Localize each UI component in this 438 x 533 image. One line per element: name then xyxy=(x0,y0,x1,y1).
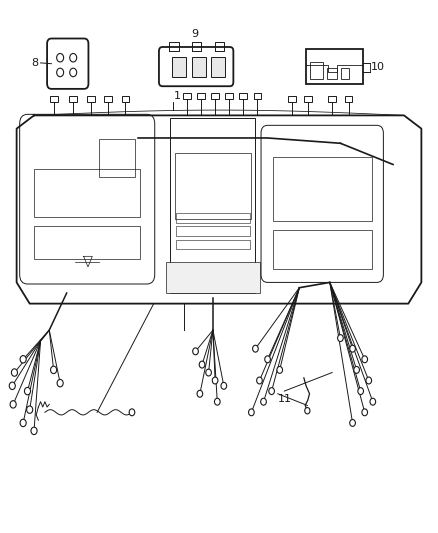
Circle shape xyxy=(261,398,266,405)
Bar xyxy=(176,213,250,223)
Bar xyxy=(34,227,140,260)
Circle shape xyxy=(370,398,376,405)
Bar xyxy=(34,169,140,217)
Text: 1: 1 xyxy=(174,91,181,101)
Circle shape xyxy=(10,401,16,408)
Circle shape xyxy=(305,408,310,414)
Circle shape xyxy=(212,377,218,384)
Bar xyxy=(304,96,312,102)
Circle shape xyxy=(199,361,205,368)
Circle shape xyxy=(206,369,212,376)
Bar xyxy=(121,96,129,102)
Circle shape xyxy=(31,427,37,434)
Bar xyxy=(327,68,336,79)
Circle shape xyxy=(358,387,364,394)
Circle shape xyxy=(248,409,254,416)
Bar xyxy=(273,230,371,269)
Bar xyxy=(211,93,219,99)
Bar xyxy=(49,96,57,102)
Bar xyxy=(345,96,353,102)
Circle shape xyxy=(221,382,226,389)
Bar xyxy=(170,118,255,293)
Bar xyxy=(99,139,135,176)
Bar xyxy=(69,96,77,102)
Circle shape xyxy=(253,345,258,352)
Bar xyxy=(166,262,260,293)
Circle shape xyxy=(338,335,343,342)
Circle shape xyxy=(50,366,57,374)
Circle shape xyxy=(350,419,355,426)
Bar xyxy=(104,96,112,102)
Circle shape xyxy=(70,53,77,62)
Bar xyxy=(240,93,247,99)
Bar xyxy=(197,93,205,99)
Circle shape xyxy=(9,382,15,390)
Bar xyxy=(183,93,191,99)
Bar xyxy=(191,56,205,77)
Circle shape xyxy=(197,390,203,397)
Circle shape xyxy=(362,356,367,363)
Bar xyxy=(172,56,186,77)
Circle shape xyxy=(265,356,270,363)
Circle shape xyxy=(193,348,198,355)
Circle shape xyxy=(20,419,26,426)
Circle shape xyxy=(57,53,64,62)
Text: 11: 11 xyxy=(278,394,292,404)
Text: 8: 8 xyxy=(31,58,39,68)
Bar xyxy=(87,96,95,102)
Bar xyxy=(306,49,363,84)
Circle shape xyxy=(20,356,26,363)
Bar xyxy=(175,153,251,220)
Circle shape xyxy=(362,409,367,416)
Bar xyxy=(254,93,261,99)
Bar xyxy=(225,93,233,99)
Bar xyxy=(176,227,250,236)
Circle shape xyxy=(354,367,360,373)
Circle shape xyxy=(25,387,31,395)
Circle shape xyxy=(215,398,220,405)
Text: 9: 9 xyxy=(191,29,198,39)
Bar xyxy=(273,157,371,221)
Circle shape xyxy=(129,409,135,416)
Circle shape xyxy=(57,379,63,387)
Text: 10: 10 xyxy=(371,62,385,71)
Bar xyxy=(341,68,349,79)
Bar xyxy=(288,96,296,102)
Bar xyxy=(310,62,323,79)
Circle shape xyxy=(70,68,77,77)
Circle shape xyxy=(27,406,33,414)
Circle shape xyxy=(366,377,371,384)
Bar xyxy=(328,96,336,102)
Bar xyxy=(211,56,225,77)
Circle shape xyxy=(350,345,355,352)
Circle shape xyxy=(57,68,64,77)
Circle shape xyxy=(257,377,262,384)
Circle shape xyxy=(277,367,283,373)
Bar xyxy=(176,240,250,249)
Circle shape xyxy=(269,387,275,394)
Circle shape xyxy=(11,369,18,376)
